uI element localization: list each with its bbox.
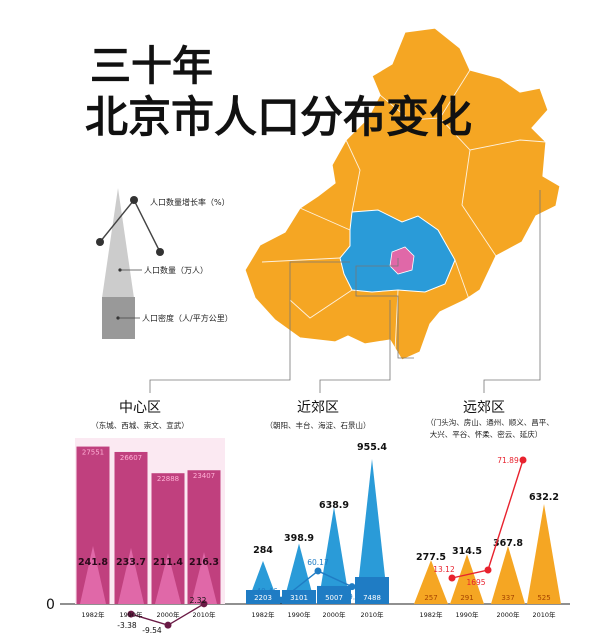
region-headings: 中心区 （东城、西城、崇文、宣武） 近郊区 （朝阳、丰台、海淀、石景山） 远郊区… [91,399,554,439]
year-label: 2000年 [156,610,180,619]
title-line2: 北京市人口分布变化 [85,93,472,143]
population-label: 638.9 [319,500,349,511]
growth-label: 1695 [466,578,485,587]
year-label: 1990年 [455,610,479,619]
region-title-inner: 近郊区 [297,399,339,416]
population-triangle [80,545,106,604]
population-triangle [283,543,315,604]
population-triangle [155,553,181,604]
population-triangle [318,507,350,604]
density-label: 257 [424,594,437,602]
density-bar [355,577,389,604]
map-outer-suburbs [244,27,561,361]
population-triangle [527,504,561,604]
legend-population-label: 人口数量（万人） [144,265,208,275]
growth-dot [200,600,208,608]
zero-label: 0 [46,597,55,613]
growth-label: 13.12 [433,565,455,574]
density-label: 26607 [120,454,142,462]
year-label: 2010年 [192,610,216,619]
density-label: 22888 [157,475,179,483]
population-label: 216.3 [189,557,219,568]
population-label: 277.5 [416,552,446,563]
growth-label: 71.89 [497,456,519,465]
region-districts-outer-2: 大兴、平谷、怀柔、密云、延庆） [430,429,543,439]
growth-dot [484,566,492,574]
growth-dot [277,596,285,604]
density-bar [246,590,280,604]
population-label: 233.7 [116,557,146,568]
legend-triangle [102,188,134,298]
growth-dot [314,567,322,575]
legend-growth-dot [156,248,164,256]
region-title-outer: 远郊区 [463,399,505,416]
population-label: 241.8 [78,557,108,568]
growth-label: 49.54 [343,593,365,602]
population-triangle [356,459,388,604]
legend-density-label: 人口密度（人/平方公里） [142,313,233,323]
beijing-map [244,27,561,361]
growth-label: 2.32 [190,596,207,605]
density-label: 2203 [254,594,272,602]
year-label: 1990年 [287,610,311,619]
density-label: 525 [537,594,550,602]
growth-dot [348,583,356,591]
year-label: 1982年 [419,610,443,619]
density-label: 3101 [290,594,308,602]
population-label: 211.4 [153,557,183,568]
population-label: 314.5 [452,546,482,557]
density-label: 337 [501,594,514,602]
year-label: 2010年 [532,610,556,619]
growth-dot [164,621,172,629]
map-district-borders [261,69,547,353]
density-label: 291 [460,594,473,602]
map-leader-lines [149,190,541,393]
population-triangle [414,560,448,604]
year-label: 1982年 [251,610,275,619]
title-line1: 三十年 [90,42,213,90]
year-label: 2000年 [322,610,346,619]
growth-line [451,459,524,579]
legend-growth-line [99,198,161,253]
growth-label: -9.54 [142,626,162,635]
year-label: 1982年 [81,610,105,619]
region-districts-center: （东城、西城、崇文、宣武） [91,420,189,430]
population-label: 284 [253,545,273,556]
legend-growth-dot [130,196,138,204]
legend-growth-label: 人口数量增长率（%） [150,197,230,207]
density-bar [317,585,351,604]
region-districts-outer-1: （门头沟、房山、通州、顺义、昌平、 [426,417,554,427]
year-label: 1990年 [119,610,143,619]
population-label: 398.9 [284,533,314,544]
density-label: 7488 [363,594,381,602]
population-triangle [491,545,525,604]
growth-dot [519,456,527,464]
population-triangle [118,547,144,604]
region-title-center: 中心区 [119,400,161,416]
growth-dot [448,574,456,582]
population-label: 955.4 [357,442,387,453]
density-label: 5007 [325,594,343,602]
population-label: 367.8 [493,538,523,549]
legend: 人口数量增长率（%） 人口数量（万人） 人口密度（人/平方公里） [96,188,233,339]
population-label: 632.2 [529,492,559,503]
population-triangle [191,552,217,604]
legend-growth-dot [96,238,104,246]
year-label: 2010年 [360,610,384,619]
density-label: 23407 [193,472,215,480]
growth-label: -3.38 [117,621,137,630]
year-label: 2000年 [496,610,520,619]
population-triangle [450,554,484,604]
density-label: 27551 [82,449,104,457]
growth-label: 60.17 [307,558,329,567]
growth-label: 40.46 [256,587,278,596]
region-districts-inner: （朝阳、丰台、海淀、石景山） [266,420,371,430]
growth-dot [127,610,135,618]
